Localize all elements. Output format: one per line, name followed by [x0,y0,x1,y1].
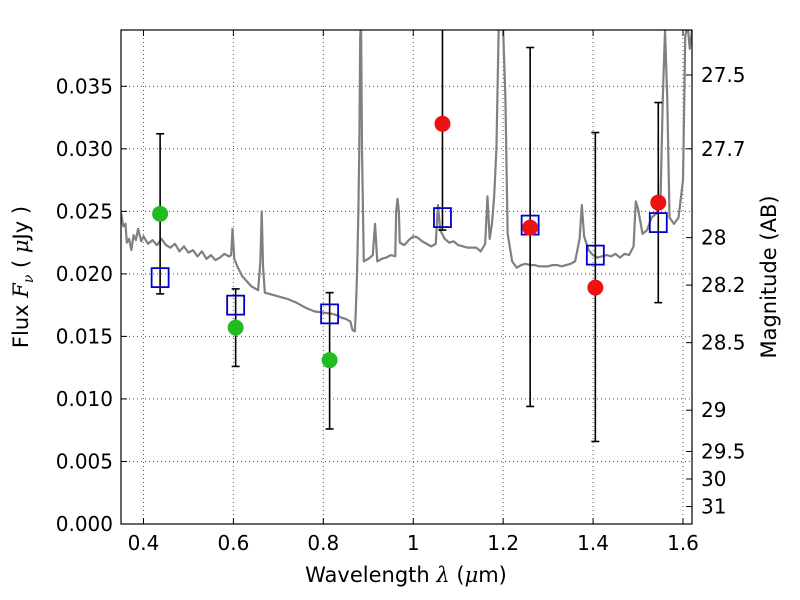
infrared-point-marker [522,219,539,236]
mag-tick-label: 31 [701,494,726,518]
mag-tick-label: 29.5 [701,439,746,463]
x-tick-label: 0.4 [128,531,160,555]
y-axis-title: Flux Fν ( μJy ) [9,206,37,348]
optical-point-marker [227,319,244,336]
axis-ticks: 0.4 0.6 0.8 1 1.2 1.4 1.6 0.000 0.005 0.010 0.015 0… [56,30,746,555]
model-square-marker [648,212,668,233]
x-axis-title: Wavelength λ (μm) [305,563,507,587]
y-tick-label: 0.010 [56,387,113,411]
model-square-marker [226,294,246,316]
infrared-point-marker [587,279,604,296]
mag-tick-label: 28.5 [701,331,746,355]
optical-point-marker [152,205,169,222]
model-square-marker [320,303,340,325]
x-tick-label: 1.4 [577,531,609,555]
model-square-marker [433,207,452,228]
x-tick-label: 0.6 [217,531,249,555]
infrared-point-marker [650,194,667,211]
mag-tick-label: 28.2 [701,273,746,297]
y-tick-label: 0.030 [56,137,113,161]
model-sed-series [121,30,692,333]
y-tick-label: 0.025 [56,199,113,223]
mag-tick-label: 27.7 [701,137,746,161]
mag-tick-label: 29 [701,398,726,422]
y-tick-label: 0.020 [56,262,113,286]
mag-tick-label: 30 [701,467,726,491]
optical-point-marker [321,352,338,369]
y-tick-label: 0.000 [56,512,113,536]
y-tick-label: 0.015 [56,324,113,348]
x-tick-label: 1.6 [667,531,699,555]
plot-frame [120,29,693,525]
x-tick-label: 1.2 [487,531,519,555]
mag-tick-label: 27.5 [701,63,746,87]
x-tick-label: 1 [407,531,420,555]
y-tick-label: 0.005 [56,449,113,473]
infrared-point-marker [434,115,451,132]
x-tick-label: 0.8 [307,531,339,555]
mag-tick-label: 28 [701,226,726,250]
model-sed-line [121,30,692,333]
right-axis-title: Magnitude (AB) [757,195,781,358]
model-square-marker [150,267,170,289]
model-square-marker [585,244,605,266]
y-tick-label: 0.035 [56,74,113,98]
data-markers [150,115,668,369]
